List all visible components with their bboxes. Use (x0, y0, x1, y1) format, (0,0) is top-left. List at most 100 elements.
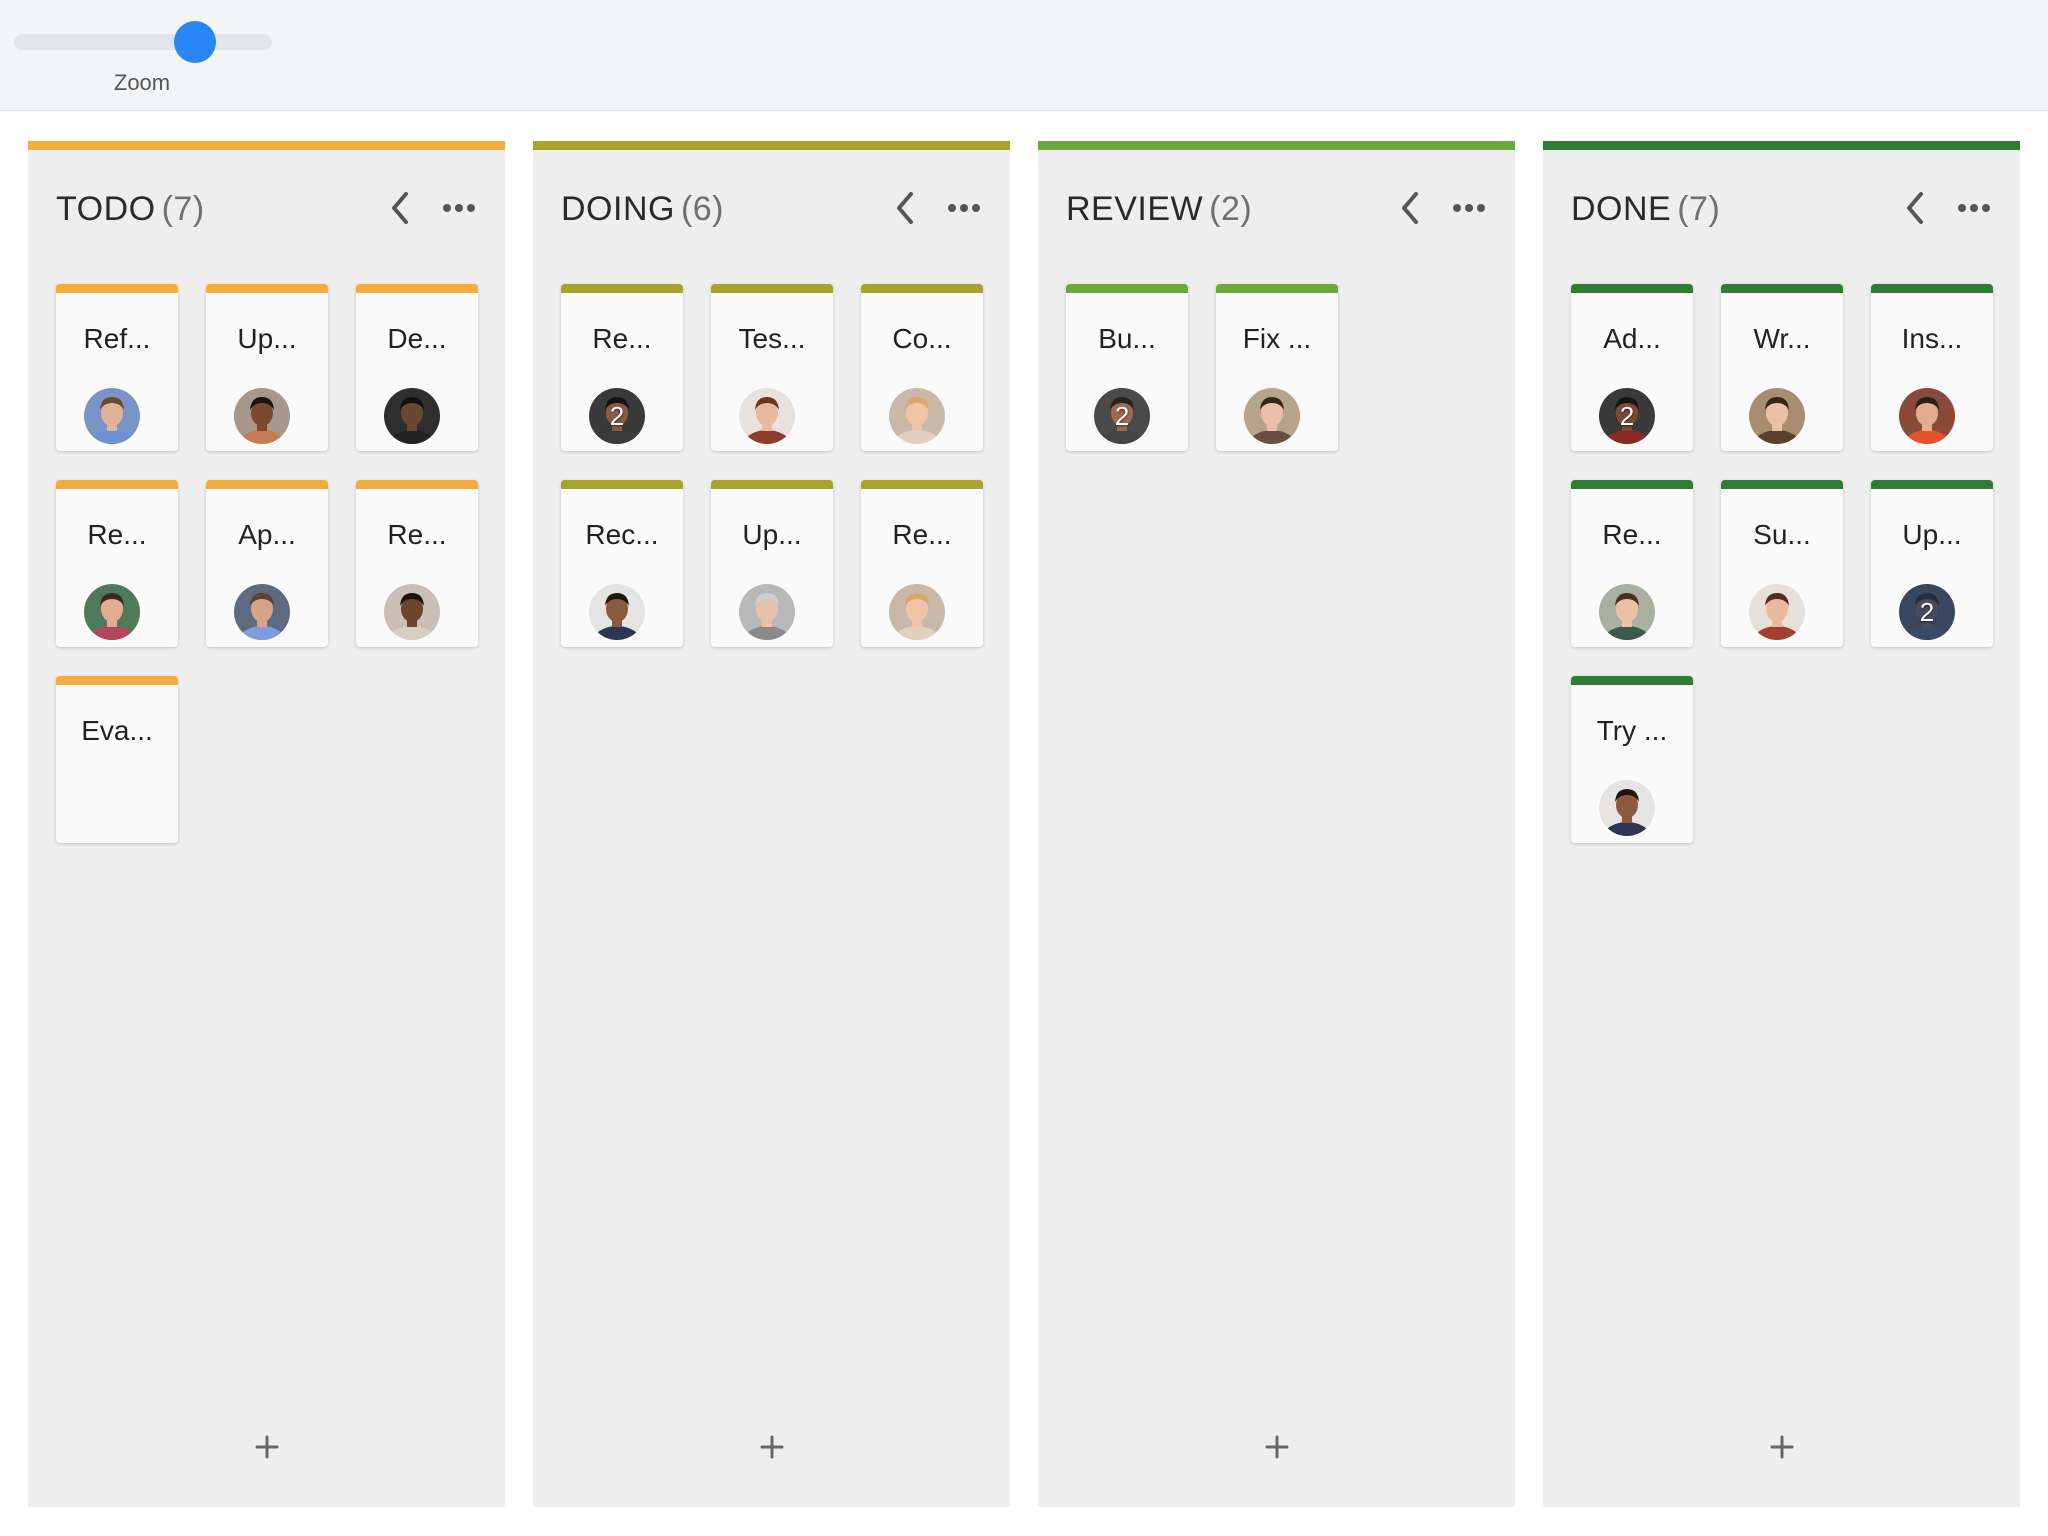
task-card[interactable]: Re... 2 (561, 284, 683, 451)
collapse-chevron-icon[interactable] (1897, 188, 1933, 228)
assignee-avatar: 2 (1899, 584, 1955, 640)
column-title: TODO (7) (56, 184, 205, 234)
task-card[interactable]: Tes... (711, 284, 833, 451)
task-card[interactable]: Ap... (206, 480, 328, 647)
task-card-title: Re... (1602, 519, 1662, 550)
task-card-title: Up... (237, 323, 297, 354)
more-options-icon[interactable] (942, 188, 986, 228)
assignee-avatar (1749, 388, 1805, 444)
task-card-title: Ad... (1603, 323, 1661, 354)
assignee-avatar (384, 584, 440, 640)
task-card-title: Try ... (1596, 715, 1668, 746)
task-card-title: Ins... (1901, 323, 1963, 354)
task-card[interactable]: Ad... 2 (1571, 284, 1693, 451)
more-options-icon[interactable] (1952, 188, 1996, 228)
assignee-count-badge: 2 (609, 400, 625, 431)
task-card[interactable]: Try ... (1571, 676, 1693, 843)
task-card[interactable]: Rec... (561, 480, 683, 647)
assignee-avatar (889, 388, 945, 444)
assignee-avatar (1244, 388, 1300, 444)
task-card-title: Fix ... (1242, 323, 1312, 354)
more-options-icon[interactable] (1447, 188, 1491, 228)
zoom-slider-thumb[interactable] (173, 21, 216, 63)
task-card-title: Eva... (81, 715, 153, 746)
add-card-button[interactable] (247, 1427, 287, 1467)
assignee-avatar (589, 584, 645, 640)
task-card[interactable]: Re... (1571, 480, 1693, 647)
task-card[interactable]: Wr... (1721, 284, 1843, 451)
task-card[interactable]: Ins... (1871, 284, 1993, 451)
column-name: DONE (1571, 190, 1672, 228)
column-review: REVIEW (2) Bu... 2 Fix ... (1038, 141, 1515, 1507)
assignee-avatar (84, 584, 140, 640)
task-card-title: Co... (892, 323, 952, 354)
add-card-button[interactable] (752, 1427, 792, 1467)
assignee-count-badge: 2 (1619, 400, 1635, 431)
zoom-label: Zoom (113, 70, 171, 95)
task-card-title: Su... (1753, 519, 1811, 550)
column-title: DONE (7) (1571, 184, 1720, 234)
column-title: REVIEW (2) (1066, 184, 1252, 234)
add-card-button[interactable] (1762, 1427, 1802, 1467)
column-count: (7) (1677, 190, 1721, 228)
zoom-slider[interactable] (14, 21, 272, 63)
assignee-avatar (1749, 584, 1805, 640)
collapse-chevron-icon[interactable] (1392, 188, 1428, 228)
task-card[interactable]: Up... (711, 480, 833, 647)
add-card-button[interactable] (1257, 1427, 1297, 1467)
column-count: (6) (680, 190, 725, 228)
task-card-title: Up... (742, 519, 802, 550)
assignee-avatar: 2 (1599, 388, 1655, 444)
column-doing: DOING (6) Re... 2 Tes... Co... Rec... Up... Re..… (533, 141, 1010, 1507)
task-card-title: Rec... (585, 519, 659, 550)
assignee-avatar (889, 584, 945, 640)
task-card[interactable]: Up... (206, 284, 328, 451)
assignee-avatar (1899, 388, 1955, 444)
column-name: TODO (56, 190, 156, 228)
assignee-avatar (234, 388, 290, 444)
column-count: (7) (161, 190, 205, 228)
task-card[interactable]: Re... (861, 480, 983, 647)
task-card-title: Up... (1902, 519, 1962, 550)
assignee-avatar: 2 (589, 388, 645, 444)
task-card[interactable]: Fix ... (1216, 284, 1338, 451)
task-card[interactable]: Ref... (56, 284, 178, 451)
task-card[interactable]: Bu... 2 (1066, 284, 1188, 451)
more-options-icon[interactable] (437, 188, 481, 228)
column-title: DOING (6) (561, 184, 724, 234)
toolbar: Zoom (0, 0, 2048, 111)
column-count: (2) (1209, 190, 1253, 228)
task-card-title: De... (387, 323, 447, 354)
task-card[interactable]: Re... (56, 480, 178, 647)
task-card[interactable]: Co... (861, 284, 983, 451)
task-card-title: Re... (892, 519, 952, 550)
assignee-count-badge: 2 (1919, 596, 1935, 627)
column-todo: TODO (7) Ref... Up... De... Re... Ap... Re... Ev… (28, 141, 505, 1507)
task-card-title: Ref... (83, 323, 151, 354)
task-card-title: Bu... (1098, 323, 1156, 354)
column-done: DONE (7) Ad... 2 Wr... Ins... Re... Su... Up... 2… (1543, 141, 2020, 1507)
task-card-title: Ap... (238, 519, 296, 550)
task-card-title: Tes... (738, 323, 806, 354)
task-card-title: Re... (592, 323, 652, 354)
task-card-title: Re... (387, 519, 447, 550)
assignee-avatar (739, 584, 795, 640)
task-card[interactable]: Re... (356, 480, 478, 647)
task-card[interactable]: Su... (1721, 480, 1843, 647)
column-name: DOING (561, 190, 675, 228)
assignee-avatar (1599, 780, 1655, 836)
assignee-avatar (384, 388, 440, 444)
task-card[interactable]: Up... 2 (1871, 480, 1993, 647)
task-card[interactable]: De... (356, 284, 478, 451)
assignee-avatar (1599, 584, 1655, 640)
assignee-avatar (739, 388, 795, 444)
column-name: REVIEW (1066, 190, 1204, 228)
assignee-avatar: 2 (1094, 388, 1150, 444)
assignee-avatar (84, 388, 140, 444)
assignee-avatar (234, 584, 290, 640)
assignee-count-badge: 2 (1114, 400, 1130, 431)
collapse-chevron-icon[interactable] (382, 188, 418, 228)
collapse-chevron-icon[interactable] (887, 188, 923, 228)
task-card[interactable]: Eva... (56, 676, 178, 843)
zoom-slider-track[interactable] (14, 34, 272, 50)
